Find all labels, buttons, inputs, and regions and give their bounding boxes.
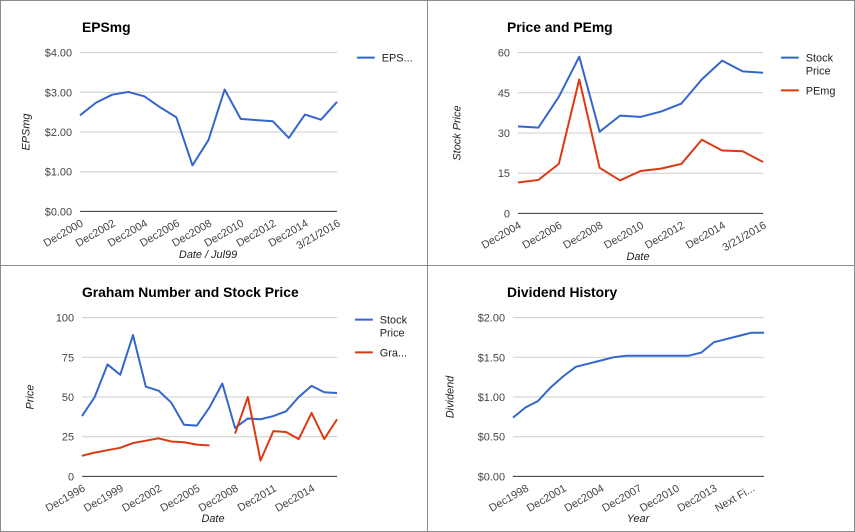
y-tick-label: $1.50 — [478, 352, 505, 364]
chart-svg: EPSmg$0.00$1.00$2.00$3.00$4.00Dec2000Dec… — [20, 19, 413, 261]
legend-label: Gra... — [380, 347, 407, 359]
y-tick-label: $0.00 — [45, 206, 72, 218]
eps-chart-panel: EPSmg $0.00 $1.00 $2.00 $3.00 $4.00 Dec2000 Dec… — [0, 0, 428, 266]
x-tick-label: Dec2008 — [197, 483, 241, 515]
graham-price-chart-panel: Graham Number and Stock Price 0 25 50 75 100 D… — [0, 265, 428, 532]
y-axis-title: Price — [24, 385, 36, 410]
y-tick-label: 60 — [498, 48, 510, 60]
series-line-1 — [517, 78, 764, 184]
x-tick-label: Dec2002 — [120, 483, 164, 515]
x-tick-label: Dec1996 — [44, 483, 88, 515]
y-tick-label: $2.00 — [478, 313, 505, 325]
x-tick-label: Dec2010 — [638, 483, 682, 515]
chart-svg: Price and PEmg015304560Dec2004Dec2006Dec… — [451, 19, 836, 263]
series-line-1 — [234, 396, 338, 462]
y-tick-label: 45 — [498, 88, 510, 100]
y-tick-label: $3.00 — [45, 87, 72, 99]
x-tick-label: Dec2012 — [643, 219, 687, 251]
legend-label: Stock Price — [380, 315, 408, 340]
y-axis-title: Dividend — [444, 375, 456, 418]
x-tick-label: 3/21/2016 — [721, 219, 769, 254]
x-tick-label: Dec2007 — [600, 483, 644, 515]
x-tick-label: Dec2006 — [520, 219, 564, 251]
y-tick-label: 0 — [504, 208, 510, 220]
y-tick-label: $1.00 — [478, 392, 505, 404]
chart-title: Price and PEmg — [507, 19, 613, 35]
y-tick-label: $0.50 — [478, 432, 505, 444]
x-tick-label: Dec2001 — [525, 483, 569, 515]
y-tick-label: 30 — [498, 128, 510, 140]
series-line-0 — [79, 88, 338, 167]
price-pe-chart-panel: Price and PEmg 0 15 30 45 60 Dec2004 Dec2006 Dec… — [427, 0, 855, 266]
chart-title: Graham Number and Stock Price — [82, 284, 299, 300]
x-tick-label: Dec2013 — [675, 483, 719, 515]
y-tick-label: 100 — [56, 313, 74, 325]
y-tick-label: $0.00 — [478, 471, 505, 483]
chart-svg: Dividend History $0.00 $0.50 $1.00 $1.50 $2.0… — [444, 284, 765, 525]
x-tick-label: Dec2011 — [236, 483, 279, 515]
x-axis-title: Date — [201, 513, 224, 525]
x-tick-label: Dec2005 — [158, 483, 202, 515]
legend-label: PEmg — [806, 85, 836, 97]
series-line-0 — [512, 331, 765, 419]
chart-title: EPSmg — [82, 19, 131, 35]
y-tick-label: 15 — [498, 168, 510, 180]
x-tick-label: Next Fi... — [713, 483, 757, 515]
x-axis-title: Year — [627, 513, 650, 525]
x-axis-title: Date — [626, 251, 649, 263]
legend-label: Stock Price — [806, 53, 834, 78]
x-tick-label: Dec2004 — [480, 219, 524, 251]
y-axis-title: EPSmg — [20, 114, 32, 151]
y-tick-label: 50 — [62, 392, 74, 404]
y-axis-title: Stock Price — [451, 105, 463, 160]
y-tick-label: $4.00 — [45, 48, 72, 60]
dividend-chart-panel: Dividend History $0.00 $0.50 $1.00 $1.50 $2.0… — [427, 265, 855, 532]
legend-label: EPS... — [382, 53, 413, 65]
x-tick-label: Dec2004 — [563, 483, 607, 515]
series-line-0 — [81, 334, 338, 429]
x-tick-label: Dec2014 — [684, 219, 728, 251]
y-tick-label: $1.00 — [45, 167, 72, 179]
x-tick-label: Dec2010 — [602, 219, 646, 251]
y-tick-label: 25 — [62, 432, 74, 444]
chart-title: Dividend History — [507, 284, 618, 300]
series-line-1 — [81, 437, 210, 457]
y-tick-label: 75 — [62, 352, 74, 364]
x-tick-label: Dec1999 — [82, 483, 126, 515]
x-axis-title: Date / Jul99 — [179, 249, 237, 261]
x-tick-label: Dec2008 — [561, 219, 605, 251]
chart-svg: Graham Number and Stock Price 0 25 50 75 100 D… — [24, 284, 408, 525]
x-tick-label: Dec1998 — [487, 483, 531, 515]
x-tick-label: Dec2014 — [273, 483, 317, 515]
y-tick-label: 0 — [68, 471, 74, 483]
series-line-0 — [517, 55, 764, 133]
y-tick-label: $2.00 — [45, 127, 72, 139]
